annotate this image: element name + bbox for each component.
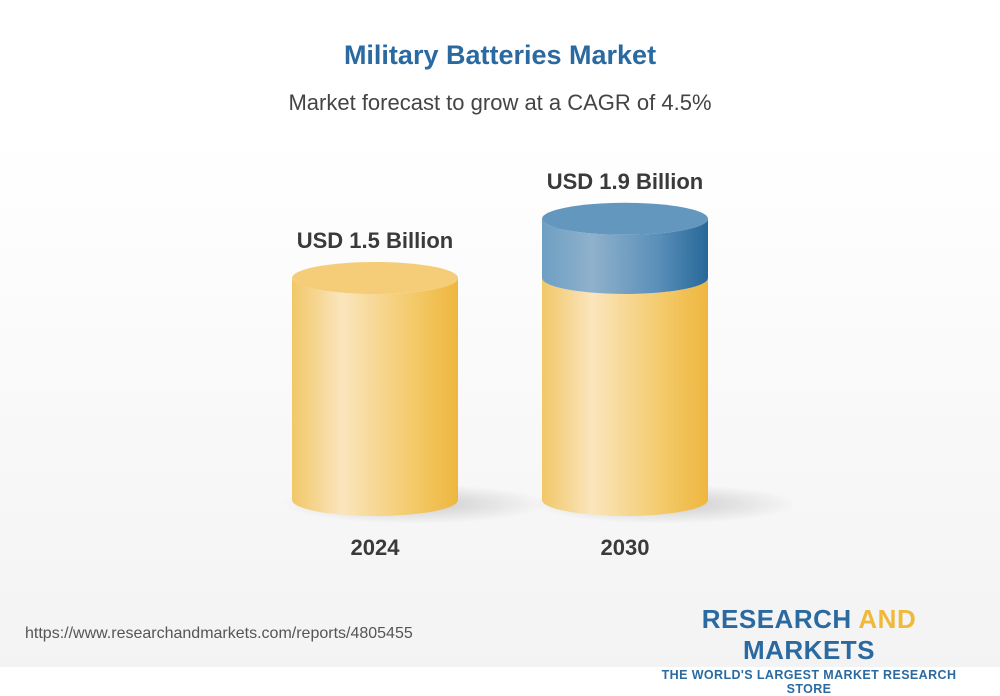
bar-base-2030 <box>542 278 708 516</box>
logo-text-markets: MARKETS <box>742 635 876 665</box>
x-tick-label: 2030 <box>601 535 650 560</box>
logo-text: RESEARCH <box>701 604 859 634</box>
source-url[interactable]: https://www.researchandmarkets.com/repor… <box>25 625 413 642</box>
research-and-markets-logo: RESEARCH AND MARKETS THE WORLD'S LARGEST… <box>640 604 978 696</box>
bar-top-2024 <box>292 262 458 294</box>
data-label-2024: USD 1.5 Billion <box>297 228 453 253</box>
logo-text-and: AND <box>858 604 917 634</box>
logo-tagline: THE WORLD'S LARGEST MARKET RESEARCH STOR… <box>661 668 957 696</box>
chart-title: Military Batteries Market <box>343 40 657 70</box>
bar-growth-2030 <box>542 218 708 294</box>
bar-top-2030 <box>542 202 708 235</box>
x-tick-label: 2024 <box>351 535 401 560</box>
chart-subtitle: Market forecast to grow at a CAGR of 4.5… <box>288 90 712 115</box>
data-label-2030: USD 1.9 Billion <box>547 169 703 194</box>
cylinder-chart: USD 1.5 Billion 2024 USD 1.9 Billion 2030 <box>282 169 798 560</box>
bar-2024 <box>292 278 458 516</box>
